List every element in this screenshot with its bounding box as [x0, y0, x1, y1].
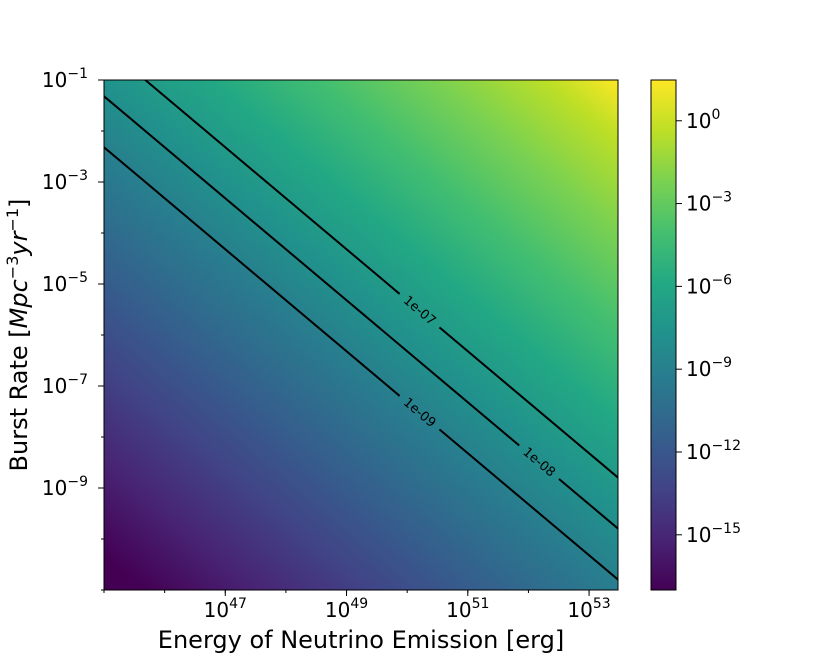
colorbar-frame — [650, 79, 677, 591]
x-tick-label-1: 1049 — [325, 596, 368, 622]
contour-line-1 — [104, 95, 618, 530]
contour-line-2 — [104, 146, 618, 581]
contour-lines — [104, 80, 618, 581]
colorbar-fill — [651, 80, 676, 590]
x-axis: 1047 1049 1051 1053 — [103, 590, 611, 622]
contour-line-0 — [143, 80, 618, 479]
y-tick-label-1: 10−3 — [42, 168, 88, 194]
colorbar-tick-label-4: 10−12 — [686, 438, 741, 464]
x-axis-title: Energy of Neutrino Emission [erg] — [158, 626, 564, 654]
y-tick-label-3: 10−7 — [42, 372, 88, 398]
colorbar-tick-label-1: 10−3 — [686, 190, 732, 216]
colorbar-tick-label-0: 100 — [686, 107, 720, 133]
y-tick-label-2: 10−5 — [42, 270, 88, 296]
x-tick-label-0: 1047 — [204, 596, 247, 622]
y-tick-label-0: 10−1 — [42, 66, 88, 92]
colorbar-tick-label-5: 10−15 — [686, 521, 741, 547]
colorbar-tick-label-3: 10−9 — [686, 355, 732, 381]
x-tick-label-2: 1051 — [446, 596, 489, 622]
y-tick-label-4: 10−9 — [42, 474, 88, 500]
heatmap-field — [104, 80, 618, 590]
colorbar-tick-label-2: 10−6 — [686, 272, 732, 298]
colorbar: 100 10−3 10−6 10−9 10−12 10−15 — [650, 79, 741, 591]
x-tick-label-3: 1053 — [567, 596, 610, 622]
y-axis: 10−1 10−3 10−5 10−7 10−9 — [42, 66, 104, 591]
colorbar-ticks: 100 10−3 10−6 10−9 10−12 10−15 — [676, 107, 741, 547]
y-axis-title: Burst Rate [Mpc−3yr−1] — [3, 199, 33, 472]
